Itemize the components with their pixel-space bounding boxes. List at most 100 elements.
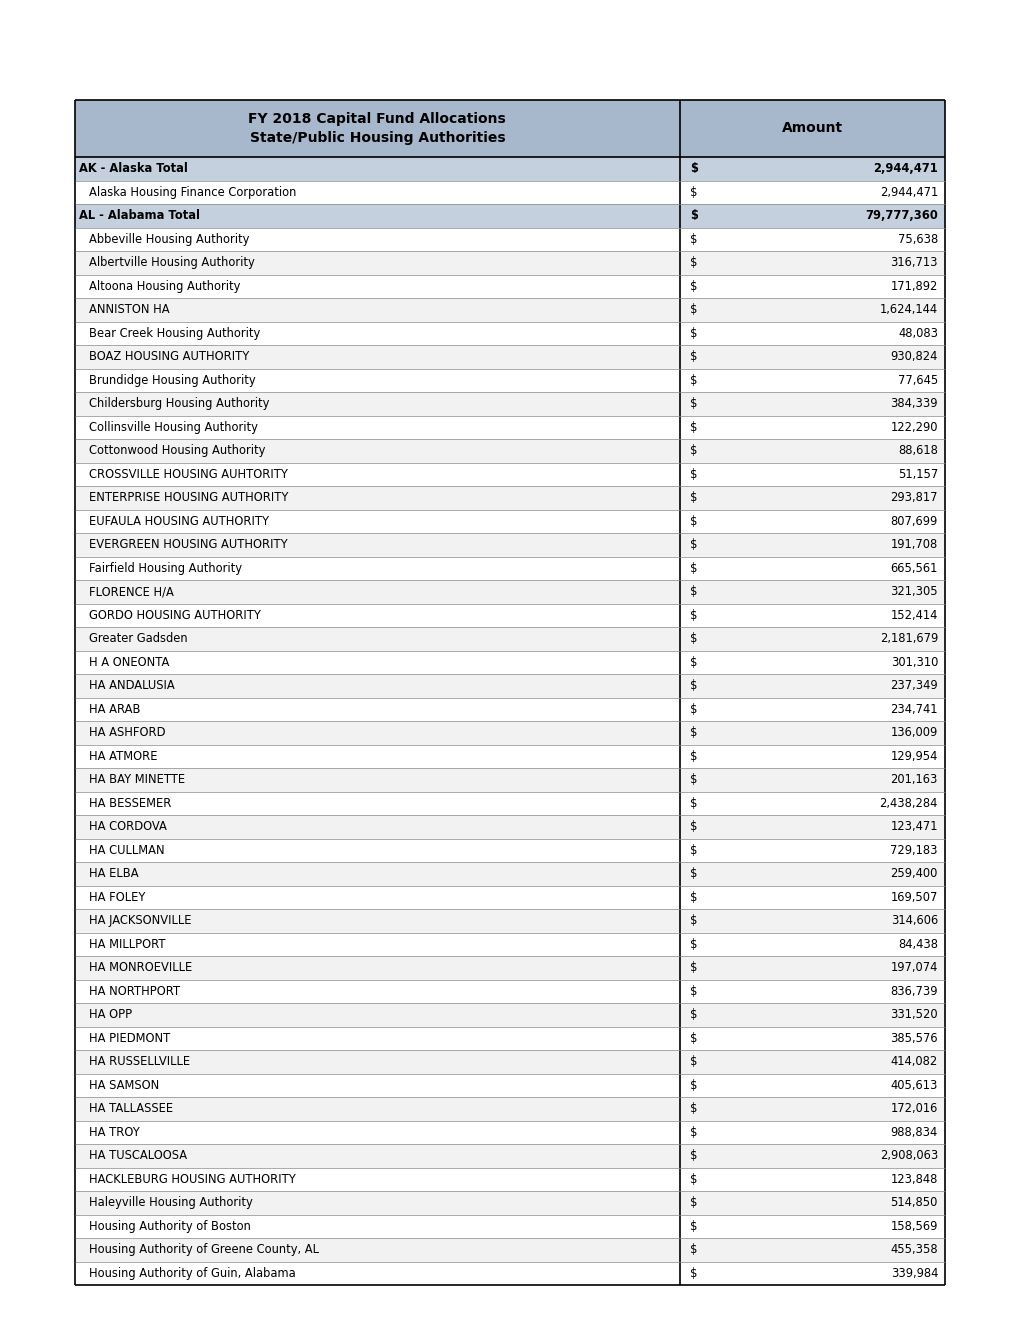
Text: 136,009: 136,009 bbox=[890, 726, 937, 739]
Bar bbox=[679, 768, 944, 792]
Bar bbox=[75, 744, 679, 768]
Bar bbox=[75, 768, 679, 792]
Text: Brundidge Housing Authority: Brundidge Housing Authority bbox=[89, 374, 256, 387]
Text: $: $ bbox=[689, 186, 696, 199]
Text: HA FOLEY: HA FOLEY bbox=[89, 891, 146, 904]
Bar bbox=[679, 838, 944, 862]
Bar bbox=[679, 181, 944, 205]
Text: Fairfield Housing Authority: Fairfield Housing Authority bbox=[89, 562, 242, 574]
Text: $: $ bbox=[689, 797, 696, 809]
Bar bbox=[679, 932, 944, 956]
Bar bbox=[75, 392, 679, 416]
Bar bbox=[75, 251, 679, 275]
Bar bbox=[679, 721, 944, 744]
Text: 293,817: 293,817 bbox=[890, 491, 937, 504]
Text: 84,438: 84,438 bbox=[897, 937, 937, 950]
Text: HA MILLPORT: HA MILLPORT bbox=[89, 937, 165, 950]
Text: 930,824: 930,824 bbox=[890, 350, 937, 363]
Text: Housing Authority of Guin, Alabama: Housing Authority of Guin, Alabama bbox=[89, 1267, 296, 1280]
Bar bbox=[75, 956, 679, 979]
Bar bbox=[679, 909, 944, 932]
Bar bbox=[75, 557, 679, 579]
Text: Haleyville Housing Authority: Haleyville Housing Authority bbox=[89, 1196, 253, 1209]
Text: $: $ bbox=[689, 210, 697, 222]
Text: $: $ bbox=[689, 374, 696, 387]
Text: Greater Gadsden: Greater Gadsden bbox=[89, 632, 187, 645]
Text: $: $ bbox=[689, 1220, 696, 1233]
Text: $: $ bbox=[689, 961, 696, 974]
Bar bbox=[75, 345, 679, 368]
Text: $: $ bbox=[689, 397, 696, 411]
Text: HA TROY: HA TROY bbox=[89, 1126, 140, 1139]
Text: $: $ bbox=[689, 1172, 696, 1185]
Text: HA RUSSELLVILLE: HA RUSSELLVILLE bbox=[89, 1055, 190, 1068]
Bar bbox=[75, 227, 679, 251]
Text: FY 2018 Capital Fund Allocations
State/Public Housing Authorities: FY 2018 Capital Fund Allocations State/P… bbox=[249, 112, 505, 145]
Bar bbox=[75, 205, 679, 227]
Text: 51,157: 51,157 bbox=[897, 467, 937, 480]
Text: H A ONEONTA: H A ONEONTA bbox=[89, 656, 169, 669]
Bar bbox=[75, 1097, 679, 1121]
Text: $: $ bbox=[689, 1032, 696, 1044]
Text: 405,613: 405,613 bbox=[890, 1078, 937, 1092]
Text: CROSSVILLE HOUSING AUHTORITY: CROSSVILLE HOUSING AUHTORITY bbox=[89, 467, 287, 480]
Text: 201,163: 201,163 bbox=[890, 774, 937, 787]
Text: 259,400: 259,400 bbox=[890, 867, 937, 880]
Bar bbox=[679, 792, 944, 814]
Bar bbox=[679, 1214, 944, 1238]
Text: 314,606: 314,606 bbox=[890, 915, 937, 927]
Text: $: $ bbox=[689, 937, 696, 950]
Text: $: $ bbox=[689, 702, 696, 715]
Bar bbox=[679, 100, 944, 157]
Bar bbox=[75, 275, 679, 298]
Text: HA ELBA: HA ELBA bbox=[89, 867, 139, 880]
Text: 1,624,144: 1,624,144 bbox=[879, 304, 937, 317]
Bar bbox=[75, 1214, 679, 1238]
Bar bbox=[75, 440, 679, 462]
Bar bbox=[679, 416, 944, 440]
Text: $: $ bbox=[689, 915, 696, 927]
Text: 836,739: 836,739 bbox=[890, 985, 937, 998]
Bar bbox=[75, 181, 679, 205]
Bar bbox=[679, 486, 944, 510]
Bar bbox=[679, 368, 944, 392]
Text: $: $ bbox=[689, 445, 696, 457]
Bar bbox=[75, 322, 679, 345]
Text: $: $ bbox=[689, 350, 696, 363]
Text: $: $ bbox=[689, 562, 696, 574]
Text: 316,713: 316,713 bbox=[890, 256, 937, 269]
Bar bbox=[75, 979, 679, 1003]
Bar bbox=[75, 1049, 679, 1073]
Bar bbox=[75, 838, 679, 862]
Text: $: $ bbox=[689, 680, 696, 692]
Bar bbox=[75, 416, 679, 440]
Bar bbox=[679, 956, 944, 979]
Text: HA TUSCALOOSA: HA TUSCALOOSA bbox=[89, 1150, 186, 1162]
Bar bbox=[75, 627, 679, 651]
Text: 807,699: 807,699 bbox=[890, 515, 937, 528]
Text: 514,850: 514,850 bbox=[890, 1196, 937, 1209]
Text: 2,181,679: 2,181,679 bbox=[878, 632, 937, 645]
Text: 455,358: 455,358 bbox=[890, 1243, 937, 1257]
Bar bbox=[75, 579, 679, 603]
Text: $: $ bbox=[689, 421, 696, 434]
Bar bbox=[679, 1191, 944, 1214]
Text: Cottonwood Housing Authority: Cottonwood Housing Authority bbox=[89, 445, 265, 457]
Text: Collinsville Housing Authority: Collinsville Housing Authority bbox=[89, 421, 258, 434]
Bar bbox=[679, 1262, 944, 1284]
Bar bbox=[75, 909, 679, 932]
Text: $: $ bbox=[689, 280, 696, 293]
Bar bbox=[679, 979, 944, 1003]
Text: $: $ bbox=[689, 232, 696, 246]
Bar bbox=[679, 1027, 944, 1049]
Bar bbox=[679, 392, 944, 416]
Text: 301,310: 301,310 bbox=[890, 656, 937, 669]
Bar bbox=[75, 1191, 679, 1214]
Bar bbox=[75, 533, 679, 557]
Text: Bear Creek Housing Authority: Bear Creek Housing Authority bbox=[89, 327, 260, 339]
Text: $: $ bbox=[689, 1078, 696, 1092]
Bar bbox=[679, 814, 944, 838]
Bar bbox=[75, 697, 679, 721]
Text: FLORENCE H/A: FLORENCE H/A bbox=[89, 585, 173, 598]
Text: Housing Authority of Boston: Housing Authority of Boston bbox=[89, 1220, 251, 1233]
